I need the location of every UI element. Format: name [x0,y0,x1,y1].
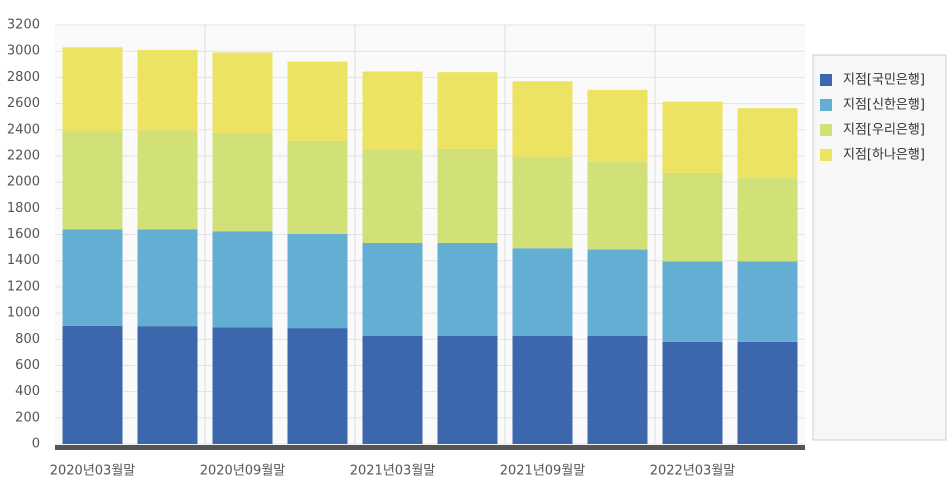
x-tick-label: 2020년09월말 [200,464,286,479]
legend-box [812,54,947,441]
x-tick-label: 2020년03월말 [50,464,136,479]
x-axis-line [55,445,805,450]
y-tick-label: 800 [15,332,40,347]
y-tick-label: 0 [32,437,40,452]
x-tick-label: 2021년03월말 [350,464,436,479]
y-tick-label: 400 [15,384,40,399]
y-tick-label: 1200 [7,279,40,294]
bar-segment [737,341,798,444]
x-tick-label: 2021년09월말 [500,464,586,479]
bar-segment [212,327,273,444]
y-tick-label: 2600 [7,96,40,111]
y-tick-label: 1000 [7,306,40,321]
y-tick-label: 2000 [7,175,40,190]
bar-segment [287,140,348,234]
bar-segment [437,72,498,149]
bar-segment [62,131,123,230]
bar-segment [287,61,348,141]
bar-segment [137,229,198,327]
legend-label: 지점[우리은행] [843,122,925,138]
legend-swatch [820,99,832,111]
bar-segment [212,231,273,328]
bar-segment [662,101,723,173]
bar-segment [737,108,798,179]
legend-label: 지점[신한은행] [843,97,925,113]
y-tick-label: 200 [15,410,40,425]
bar-segment [362,71,423,150]
bar-segment [662,172,723,262]
y-tick-label: 1400 [7,253,40,268]
bar-segment [287,328,348,444]
bar-segment [662,341,723,444]
y-tick-label: 3200 [7,18,40,33]
legend-swatch [820,149,832,161]
bar-segment [137,326,198,444]
bar-segment [362,149,423,244]
y-tick-label: 1800 [7,201,40,216]
bar-segment [362,243,423,336]
bar-segment [137,130,198,230]
bar-segment [662,261,723,342]
legend-label: 지점[하나은행] [843,147,925,163]
y-tick-label: 600 [15,358,40,373]
bar-segment [437,148,498,244]
bar-segment [587,335,648,444]
legend-swatch [820,124,832,136]
bar-segment [62,325,123,444]
bar-segment [62,47,123,132]
y-tick-label: 1600 [7,227,40,242]
bar-segment [212,133,273,232]
bar-segment [287,233,348,329]
y-tick-label: 3000 [7,44,40,59]
bar-segment [437,335,498,444]
legend-swatch [820,74,832,86]
y-tick-label: 2400 [7,122,40,137]
bar-segment [512,335,573,444]
bar-segment [587,89,648,162]
bar-segment [512,248,573,336]
x-tick-label: 2022년03월말 [650,464,736,479]
bar-segment [62,229,123,326]
y-tick-label: 2200 [7,148,40,163]
bar-segment [512,156,573,249]
bar-segment [587,249,648,336]
legend-label: 지점[국민은행] [843,72,925,88]
y-tick-label: 2800 [7,70,40,85]
bar-segment [737,261,798,342]
bar-segment [437,243,498,336]
bar-segment [362,335,423,444]
bar-segment [737,178,798,262]
bar-segment [512,81,573,157]
bar-segment [212,52,273,134]
bar-segment [587,161,648,250]
bar-segment [137,49,198,131]
legend: 지점[국민은행] 지점[신한은행] 지점[우리은행] 지점[하나은행] [820,72,925,163]
